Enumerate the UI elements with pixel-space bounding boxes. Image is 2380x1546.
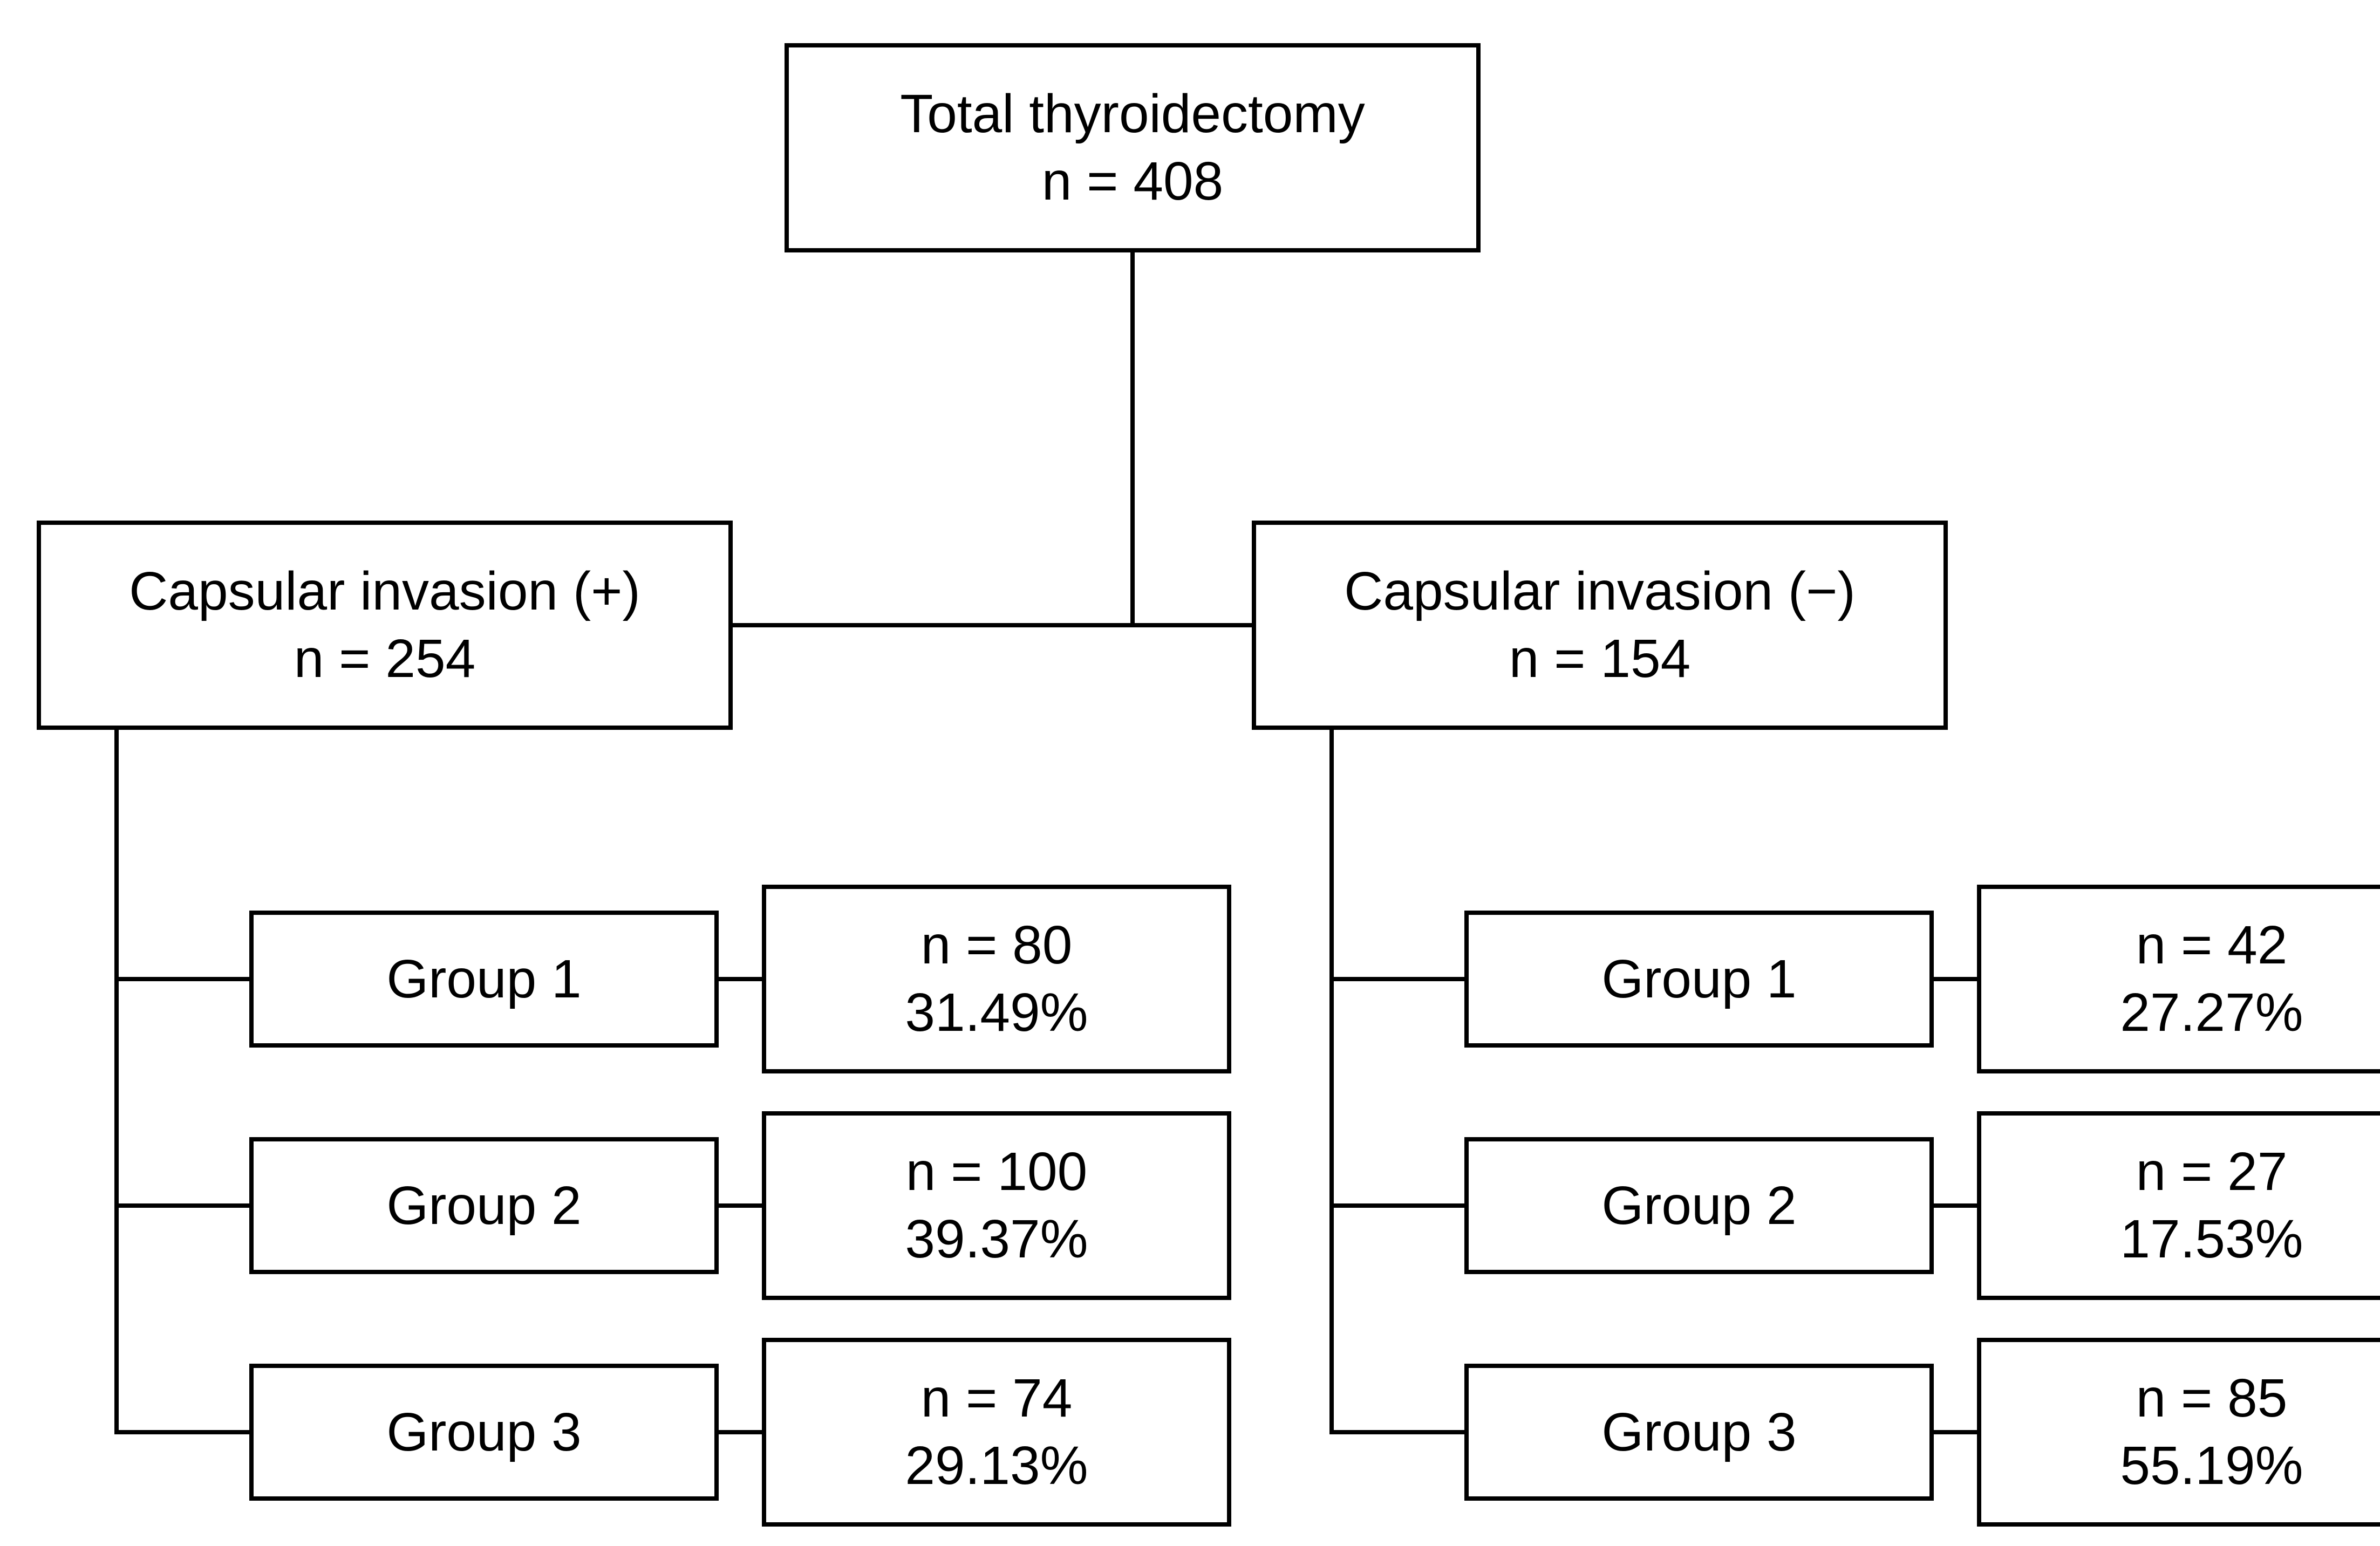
root-title: Total thyroidectomy <box>900 80 1365 148</box>
group-n-text: n = 74 <box>921 1365 1073 1432</box>
group-n-text: n = 100 <box>906 1138 1087 1206</box>
pos-group2-label: Group 2 <box>249 1137 719 1274</box>
pos-group3-label: Group 3 <box>249 1364 719 1501</box>
group-label-text: Group 1 <box>386 946 581 1013</box>
neg-group2-label: Group 2 <box>1464 1137 1934 1274</box>
group-pct-text: 27.27% <box>2120 979 2303 1046</box>
edge <box>114 1430 251 1434</box>
root-node: Total thyroidectomy n = 408 <box>785 43 1481 252</box>
group-n-text: n = 85 <box>2136 1365 2288 1432</box>
edge <box>719 977 764 981</box>
group-n-text: n = 42 <box>2136 912 2288 979</box>
edge <box>719 1430 764 1434</box>
group-label-text: Group 1 <box>1601 946 1796 1013</box>
group-pct-text: 17.53% <box>2120 1206 2303 1273</box>
edge <box>1329 1430 1467 1434</box>
branch-negative-node: Capsular invasion (−) n = 154 <box>1252 521 1948 730</box>
group-pct-text: 39.37% <box>905 1206 1088 1273</box>
pos-group3-stat: n = 74 29.13% <box>762 1338 1231 1527</box>
edge <box>1329 730 1334 1432</box>
branch-negative-title: Capsular invasion (−) <box>1344 558 1856 625</box>
edge <box>114 977 251 981</box>
group-n-text: n = 80 <box>921 912 1073 979</box>
neg-group3-label: Group 3 <box>1464 1364 1934 1501</box>
pos-group2-stat: n = 100 39.37% <box>762 1111 1231 1300</box>
branch-positive-count: n = 254 <box>294 625 475 693</box>
edge <box>1934 1430 1979 1434</box>
group-label-text: Group 2 <box>1601 1172 1796 1240</box>
flowchart-canvas: Total thyroidectomy n = 408 Capsular inv… <box>0 0 2380 1546</box>
branch-positive-node: Capsular invasion (+) n = 254 <box>37 521 733 730</box>
branch-negative-count: n = 154 <box>1509 625 1690 693</box>
edge <box>1130 252 1135 625</box>
group-label-text: Group 3 <box>386 1399 581 1466</box>
group-label-text: Group 2 <box>386 1172 581 1240</box>
neg-group1-label: Group 1 <box>1464 911 1934 1048</box>
edge <box>719 1203 764 1208</box>
branch-positive-title: Capsular invasion (+) <box>129 558 640 625</box>
group-n-text: n = 27 <box>2136 1138 2288 1206</box>
group-label-text: Group 3 <box>1601 1399 1796 1466</box>
neg-group3-stat: n = 85 55.19% <box>1977 1338 2380 1527</box>
pos-group1-label: Group 1 <box>249 911 719 1048</box>
edge <box>1329 977 1467 981</box>
pos-group1-stat: n = 80 31.49% <box>762 885 1231 1073</box>
neg-group1-stat: n = 42 27.27% <box>1977 885 2380 1073</box>
edge <box>114 730 119 1432</box>
root-count: n = 408 <box>1042 148 1223 215</box>
edge <box>114 1203 251 1208</box>
group-pct-text: 55.19% <box>2120 1432 2303 1500</box>
edge <box>1934 977 1979 981</box>
group-pct-text: 29.13% <box>905 1432 1088 1500</box>
group-pct-text: 31.49% <box>905 979 1088 1046</box>
edge <box>1934 1203 1979 1208</box>
edge <box>1329 1203 1467 1208</box>
neg-group2-stat: n = 27 17.53% <box>1977 1111 2380 1300</box>
edge <box>733 623 1254 627</box>
